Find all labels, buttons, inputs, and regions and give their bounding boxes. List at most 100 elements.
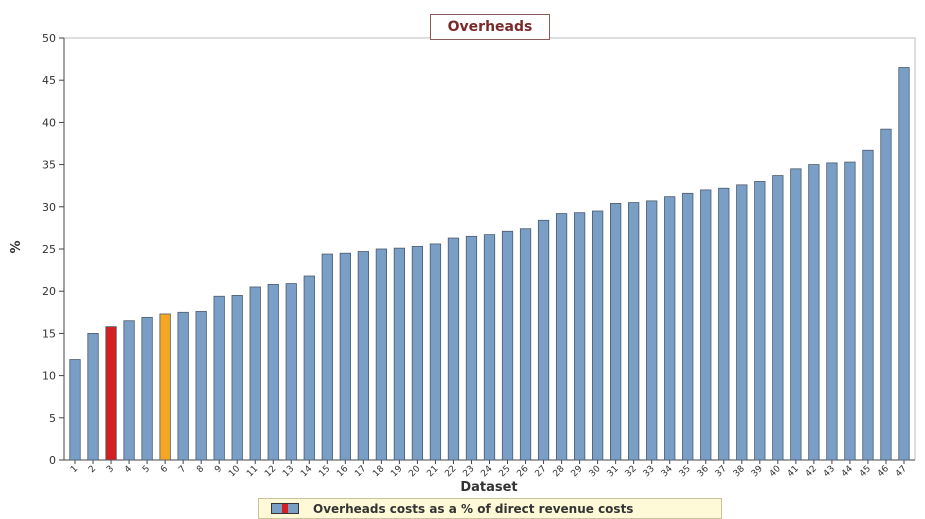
x-tick-label: 18 — [371, 464, 386, 479]
x-tick-label: 15 — [317, 464, 332, 479]
x-tick-label: 11 — [245, 464, 260, 479]
bar-3 — [105, 326, 117, 461]
legend-label: Overheads costs as a % of direct revenue… — [313, 501, 634, 516]
y-tick-label: 35 — [42, 159, 56, 172]
x-tick-label: 40 — [768, 464, 783, 479]
bar-42 — [808, 164, 820, 461]
bar-4 — [123, 320, 135, 461]
bars — [69, 67, 910, 461]
bar-10 — [231, 295, 243, 461]
x-tick-label: 14 — [299, 464, 314, 479]
bar-30 — [592, 210, 604, 461]
y-axis-label: % — [9, 240, 24, 253]
bar-21 — [429, 243, 442, 461]
bar-9 — [213, 295, 225, 461]
bar-27 — [537, 219, 550, 461]
x-tick-label: 45 — [858, 464, 873, 479]
bar-43 — [826, 162, 838, 461]
x-tick-label: 13 — [281, 464, 296, 479]
x-tick-label: 31 — [606, 464, 621, 479]
y-tick-label: 15 — [42, 327, 56, 340]
x-tick-label: 24 — [479, 464, 494, 479]
bar-13 — [285, 283, 297, 461]
bar-1 — [69, 359, 81, 461]
bar-16 — [339, 252, 351, 461]
bar-31 — [610, 203, 622, 461]
x-tick-label: 10 — [227, 464, 242, 479]
y-tick-label: 50 — [42, 32, 56, 45]
bar-12 — [267, 284, 279, 461]
x-tick-label: 44 — [840, 464, 855, 479]
bar-33 — [646, 200, 658, 461]
bar-11 — [249, 286, 261, 461]
x-tick-label: 42 — [804, 464, 819, 479]
chart-title: Overheads — [430, 14, 550, 40]
x-tick-label: 46 — [876, 464, 891, 479]
bar-24 — [483, 234, 496, 461]
bar-37 — [718, 187, 730, 461]
bar-8 — [195, 311, 207, 461]
x-tick-label: 43 — [822, 464, 837, 479]
y-tick-label: 40 — [42, 116, 56, 129]
bar-17 — [357, 251, 369, 461]
bar-29 — [573, 212, 586, 461]
bar-6 — [159, 313, 171, 461]
x-tick-label: 20 — [407, 464, 422, 479]
bar-22 — [447, 237, 460, 461]
x-tick-label: 17 — [353, 464, 368, 479]
x-tick-label: 7 — [177, 464, 188, 475]
x-tick-label: 35 — [678, 464, 693, 479]
bar-23 — [465, 235, 478, 461]
y-tick-label: 10 — [42, 370, 56, 383]
bar-20 — [411, 246, 424, 461]
x-tick-label: 33 — [642, 464, 657, 479]
chart-title-text: Overheads — [447, 19, 533, 35]
x-tick-label: 8 — [195, 464, 206, 475]
bar-14 — [303, 275, 315, 461]
x-tick-label: 9 — [213, 464, 224, 475]
x-tick-label: 12 — [263, 464, 278, 479]
x-axis-label: Dataset — [460, 480, 517, 495]
bar-28 — [555, 213, 568, 461]
x-tick-label: 34 — [660, 464, 675, 479]
x-tick-label: 2 — [87, 464, 98, 475]
bar-41 — [790, 168, 802, 461]
x-tick-label: 29 — [570, 464, 585, 479]
bar-34 — [664, 196, 676, 461]
x-tick-label: 4 — [123, 464, 134, 475]
x-tick-label: 30 — [588, 464, 603, 479]
x-tick-label: 1 — [69, 464, 80, 475]
bar-47 — [898, 67, 910, 461]
x-tick-label: 37 — [714, 464, 729, 479]
bar-40 — [772, 175, 784, 461]
bar-39 — [754, 181, 766, 461]
bar-36 — [700, 189, 712, 461]
bar-18 — [375, 248, 387, 461]
bar-46 — [880, 128, 892, 461]
bar-32 — [628, 202, 640, 461]
y-tick-label: 5 — [49, 412, 56, 425]
x-tick-label: 23 — [461, 464, 476, 479]
x-tick-label: 28 — [552, 464, 567, 479]
y-tick-label: 20 — [42, 285, 56, 298]
bar-7 — [177, 311, 189, 461]
bar-26 — [519, 228, 532, 461]
bar-35 — [682, 192, 694, 461]
x-tick-label: 39 — [750, 464, 765, 479]
x-tick-label: 19 — [389, 464, 404, 479]
x-tick-label: 25 — [497, 464, 512, 479]
x-tick-label: 21 — [425, 464, 440, 479]
x-tick-label: 32 — [624, 464, 639, 479]
x-tick-label: 38 — [732, 464, 747, 479]
x-tick-label: 3 — [105, 464, 116, 475]
y-tick-label: 25 — [42, 243, 56, 256]
x-tick-label: 36 — [696, 464, 711, 479]
x-tick-label: 16 — [335, 464, 350, 479]
x-tick-label: 26 — [515, 464, 530, 479]
bar-45 — [862, 149, 874, 461]
legend-swatch — [271, 503, 299, 514]
bar-25 — [501, 230, 514, 461]
y-tick-label: 0 — [49, 454, 56, 467]
